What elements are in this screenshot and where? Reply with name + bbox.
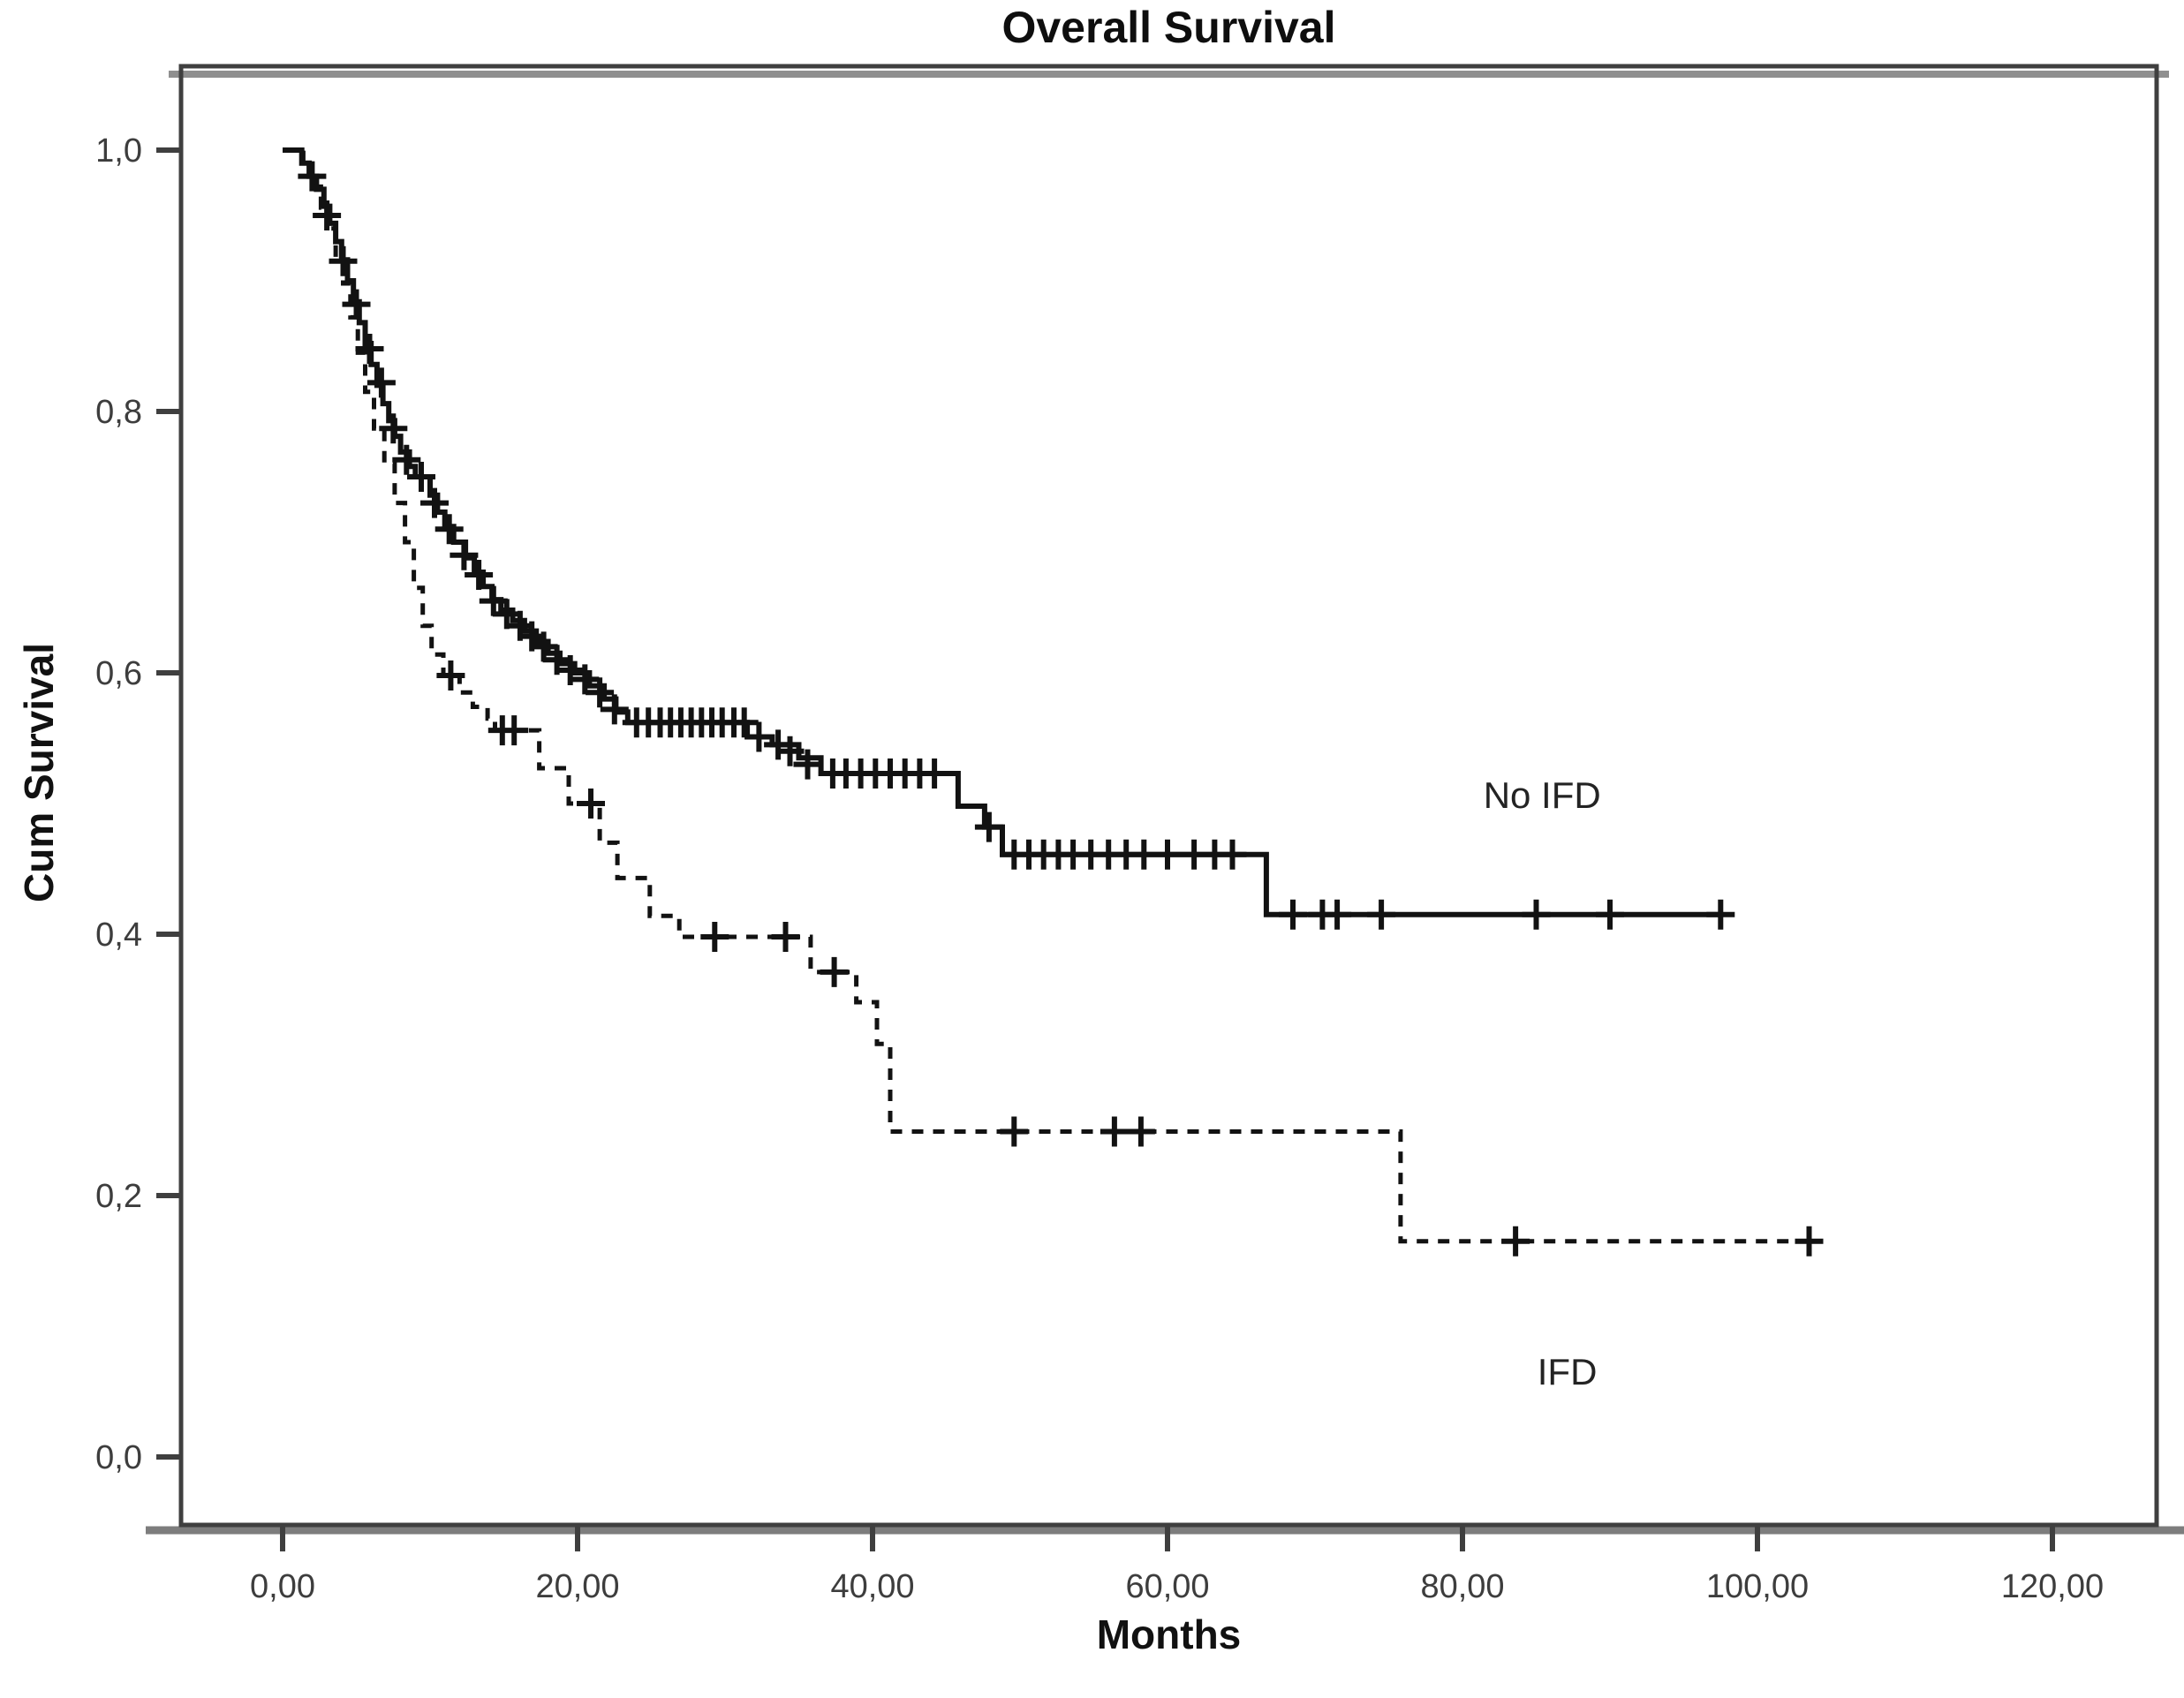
plot-border <box>178 64 2159 1528</box>
y-tick-label: 0,2 <box>95 1178 142 1215</box>
x-tick-label: 100,00 <box>1706 1568 1809 1605</box>
survival-curve-ifd <box>283 147 1810 1244</box>
y-axis-title: Cum Survival <box>16 643 62 902</box>
curve-label-ifd: IFD <box>1538 1351 1598 1392</box>
curve-label-no-ifd: No IFD <box>1484 774 1601 816</box>
censor-marks-no-ifd <box>298 161 1735 930</box>
x-tick-label: 20,00 <box>535 1568 619 1605</box>
x-axis-title: Months <box>1096 1611 1242 1657</box>
x-tick-label: 60,00 <box>1125 1568 1209 1605</box>
y-tick-label: 1,0 <box>95 132 142 170</box>
chart-title: Overall Survival <box>1001 3 1336 52</box>
x-tick-label: 0,00 <box>250 1568 315 1605</box>
x-tick-label: 120,00 <box>2001 1568 2104 1605</box>
y-tick-label: 0,4 <box>95 917 142 954</box>
survival-curve-no-ifd <box>283 147 1721 917</box>
y-tick-label: 0,0 <box>95 1439 142 1476</box>
y-tick-label: 0,8 <box>95 394 142 431</box>
y-tick-label: 0,6 <box>95 655 142 692</box>
x-tick-label: 40,00 <box>830 1568 914 1605</box>
censor-marks-ifd <box>436 660 1824 1257</box>
x-tick-label: 80,00 <box>1420 1568 1504 1605</box>
